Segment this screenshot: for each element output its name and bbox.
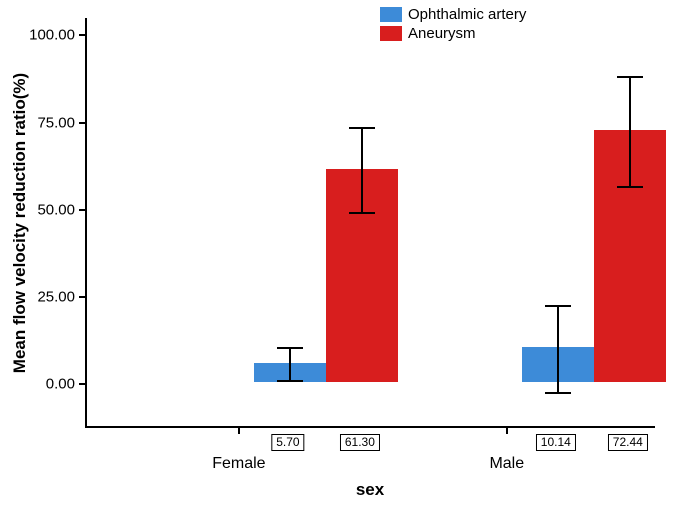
error-cap	[545, 392, 571, 394]
x-axis-title: sex	[356, 480, 384, 500]
error-cap	[349, 127, 375, 129]
error-cap	[545, 305, 571, 307]
x-tick-mark	[506, 428, 508, 434]
value-label: 61.30	[340, 434, 380, 451]
error-cap	[277, 347, 303, 349]
value-label: 10.14	[536, 434, 576, 451]
y-tick-mark	[79, 209, 85, 211]
y-tick-label: 0.00	[15, 376, 75, 393]
error-cap	[349, 212, 375, 214]
legend-item-ophthalmic: Ophthalmic artery	[380, 6, 526, 23]
value-label: 5.70	[271, 434, 304, 451]
legend-label-ophthalmic: Ophthalmic artery	[408, 6, 526, 23]
error-cap	[617, 76, 643, 78]
y-tick-mark	[79, 296, 85, 298]
x-tick-label: Male	[489, 455, 524, 473]
chart-container: Mean flow velocity reduction ratio(%) se…	[0, 0, 685, 505]
y-tick-label: 50.00	[15, 201, 75, 218]
y-tick-label: 100.00	[15, 27, 75, 44]
y-tick-label: 75.00	[15, 114, 75, 131]
legend: Ophthalmic artery Aneurysm	[380, 6, 526, 44]
error-bar	[629, 77, 631, 187]
y-tick-label: 25.00	[15, 289, 75, 306]
error-cap	[617, 186, 643, 188]
y-tick-mark	[79, 122, 85, 124]
error-cap	[277, 380, 303, 382]
value-label: 72.44	[608, 434, 648, 451]
plot-area	[85, 18, 655, 428]
error-bar	[289, 348, 291, 381]
legend-swatch-aneurysm	[380, 26, 402, 41]
y-tick-mark	[79, 34, 85, 36]
y-tick-mark	[79, 383, 85, 385]
x-tick-label: Female	[212, 455, 265, 473]
legend-item-aneurysm: Aneurysm	[380, 25, 526, 42]
error-bar	[557, 306, 559, 393]
legend-label-aneurysm: Aneurysm	[408, 25, 476, 42]
legend-swatch-ophthalmic	[380, 7, 402, 22]
x-tick-mark	[238, 428, 240, 434]
error-bar	[361, 128, 363, 213]
y-axis-title: Mean flow velocity reduction ratio(%)	[10, 63, 30, 383]
